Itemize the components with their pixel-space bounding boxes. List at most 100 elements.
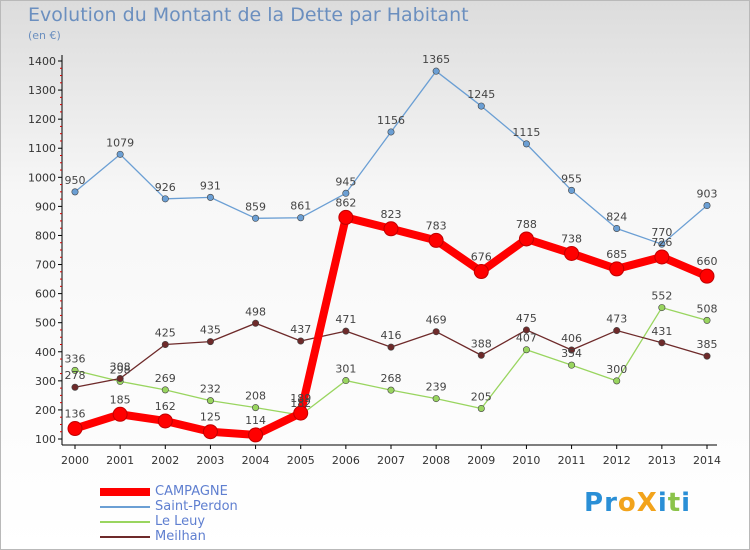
data-label: 931: [200, 179, 221, 192]
data-label: 208: [245, 390, 266, 403]
data-label: 385: [697, 338, 718, 351]
data-label: 1245: [467, 88, 495, 101]
chart-axes: 100 200 300 400 500 600 700 800 900 1000 1100 1200 1…: [28, 55, 721, 467]
y-tick-label: 1400: [28, 55, 56, 68]
data-point: [703, 352, 711, 360]
x-tick-label: 2001: [106, 454, 134, 467]
data-label: 308: [110, 361, 131, 374]
x-tick-label: 2011: [558, 454, 586, 467]
data-label: 471: [335, 313, 356, 326]
x-tick-label: 2005: [287, 454, 315, 467]
x-tick-label: 2009: [467, 454, 495, 467]
data-point: [161, 340, 169, 348]
data-point: [568, 186, 576, 194]
y-tick-label: 800: [35, 229, 56, 242]
data-label: 676: [471, 251, 492, 264]
data-point: [613, 377, 621, 385]
chart-data-labels: 950 1079 926 931 859 861 945 1156 1365 1245 1115 95…: [65, 53, 718, 427]
legend-swatch: [100, 536, 150, 538]
data-label: 469: [426, 314, 447, 327]
data-point: [202, 424, 218, 440]
data-label: 406: [561, 332, 582, 345]
data-point: [658, 304, 666, 312]
x-tick-label: 2002: [151, 454, 179, 467]
data-label: 788: [516, 218, 537, 231]
data-label: 269: [155, 372, 176, 385]
data-label: 301: [335, 363, 356, 376]
data-point: [658, 339, 666, 347]
chart-legend: CAMPAGNE Saint-Perdon Le Leuy Meilhan: [100, 484, 320, 544]
y-tick-label: 600: [35, 288, 56, 301]
data-label: 298: [110, 363, 131, 376]
data-label: 1156: [377, 114, 405, 127]
data-label: 437: [290, 323, 311, 336]
y-tick-label: 200: [35, 404, 56, 417]
y-tick-label: 1200: [28, 113, 56, 126]
data-point: [522, 140, 530, 148]
data-label: 552: [651, 290, 672, 303]
data-label: 1115: [512, 126, 540, 139]
x-tick-label: 2004: [242, 454, 270, 467]
data-point: [432, 67, 440, 75]
logo-letter: X: [636, 488, 658, 518]
data-point: [387, 128, 395, 136]
data-point: [206, 338, 214, 346]
data-point: [252, 214, 260, 222]
data-point: [252, 404, 260, 412]
legend-item: Saint-Perdon: [100, 499, 320, 514]
data-label: 136: [65, 408, 86, 421]
data-label: 114: [245, 414, 266, 427]
data-label: 950: [65, 174, 86, 187]
data-label: 738: [561, 232, 582, 245]
data-point: [161, 195, 169, 203]
data-label: 926: [155, 181, 176, 194]
data-label: 239: [426, 381, 447, 394]
legend-label: Meilhan: [155, 529, 206, 544]
data-label: 435: [200, 324, 221, 337]
data-label: 955: [561, 172, 582, 185]
y-tick-label: 500: [35, 317, 56, 330]
data-label: 300: [606, 363, 627, 376]
data-label: 475: [516, 312, 537, 325]
data-point: [112, 406, 128, 422]
data-label: 824: [606, 210, 627, 223]
data-label: 1365: [422, 53, 450, 66]
data-label: 726: [651, 236, 672, 249]
data-label: 189: [290, 392, 311, 405]
data-point: [387, 386, 395, 394]
x-tick-label: 2010: [512, 454, 540, 467]
logo-letter: P: [584, 488, 605, 518]
x-tick-label: 2000: [61, 454, 89, 467]
data-point: [252, 319, 260, 327]
data-label: 336: [65, 352, 86, 365]
legend-swatch: [100, 506, 150, 508]
data-point: [703, 202, 711, 210]
legend-label: Saint-Perdon: [155, 499, 238, 514]
data-point: [71, 383, 79, 391]
data-label: 823: [381, 208, 402, 221]
data-point: [473, 264, 489, 280]
x-tick-label: 2013: [648, 454, 676, 467]
data-point: [116, 150, 124, 158]
logo-letter: t: [667, 488, 682, 518]
data-label: 945: [335, 175, 356, 188]
data-point: [568, 346, 576, 354]
data-label: 182: [290, 397, 311, 410]
data-label: 508: [697, 302, 718, 315]
data-point: [67, 421, 83, 437]
legend-item: Le Leuy: [100, 514, 320, 529]
data-point: [206, 397, 214, 405]
y-tick-label: 400: [35, 346, 56, 359]
data-label: 354: [561, 347, 582, 360]
data-point: [206, 193, 214, 201]
data-label: 1079: [106, 136, 134, 149]
data-point: [116, 375, 124, 383]
data-label: 770: [651, 226, 672, 239]
data-point: [428, 232, 444, 248]
legend-swatch: [100, 521, 150, 523]
data-label: 903: [697, 188, 718, 201]
x-tick-label: 2006: [332, 454, 360, 467]
data-point: [568, 361, 576, 369]
data-label: 232: [200, 383, 221, 396]
